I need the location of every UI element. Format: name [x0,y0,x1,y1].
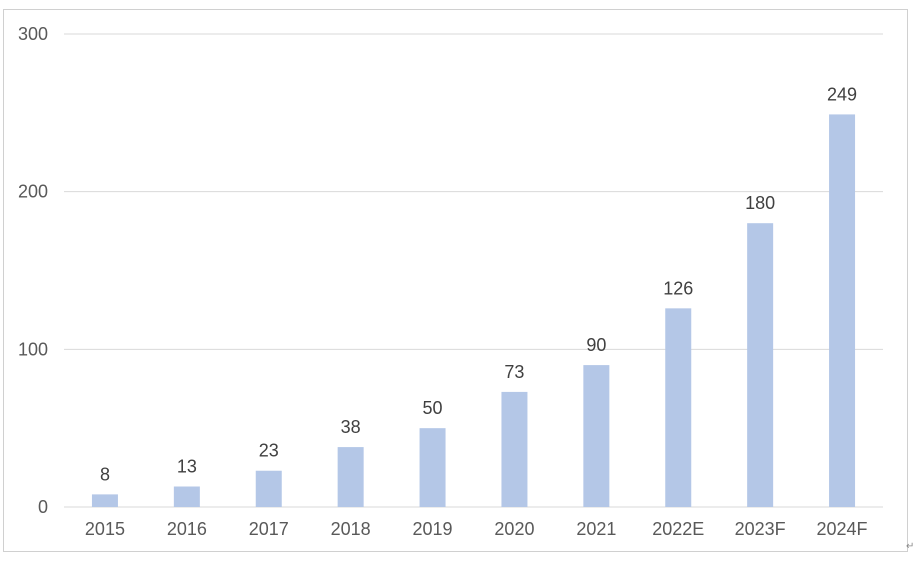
bar [665,308,692,507]
x-tick-label: 2016 [167,519,207,539]
x-axis-ticks: 2015 2016 2017 2018 2019 2020 2021 2022E 2023F 20… [85,519,868,539]
bar [173,486,200,507]
bar [747,223,774,507]
data-label: 50 [423,398,443,418]
bar [91,494,118,507]
x-tick-label: 2022E [652,519,704,539]
x-tick-label: 2018 [331,519,371,539]
bar [337,447,364,507]
x-tick-label: 2015 [85,519,125,539]
y-tick-label: 200 [18,182,48,202]
bar [829,114,856,507]
x-tick-label: 2020 [494,519,534,539]
gridlines [64,33,883,508]
paragraph-return-mark: ↵ [906,541,915,552]
x-tick-label: 2024F [817,519,868,539]
data-label: 8 [100,464,110,484]
bars [91,114,856,507]
bar [501,391,528,507]
data-label: 126 [663,278,693,298]
y-axis-ticks: 0 100 200 300 [18,24,48,517]
y-tick-label: 0 [38,497,48,517]
x-tick-label: 2021 [576,519,616,539]
y-tick-label: 300 [18,24,48,44]
x-tick-label: 2017 [249,519,289,539]
data-label: 23 [259,441,279,461]
bar [255,470,282,507]
data-label: 38 [341,417,361,437]
y-tick-label: 100 [18,339,48,359]
data-label: 13 [177,457,197,477]
bar [583,365,610,507]
data-label: 90 [586,335,606,355]
data-labels: 8 13 23 38 50 73 90 126 180 249 [100,84,857,484]
x-tick-label: 2019 [413,519,453,539]
data-label: 249 [827,84,857,104]
bar [419,428,446,507]
x-tick-label: 2023F [735,519,786,539]
data-label: 73 [504,362,524,382]
data-label: 180 [745,193,775,213]
